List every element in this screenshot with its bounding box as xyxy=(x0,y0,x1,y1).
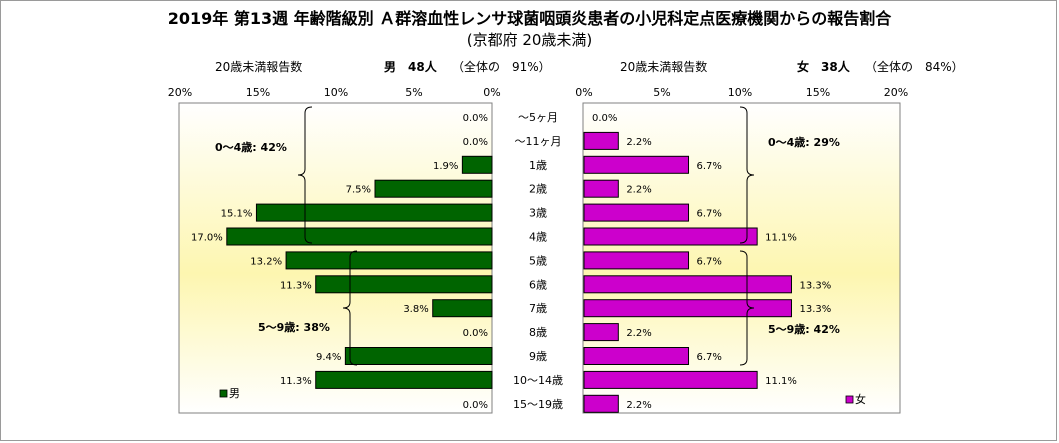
male-bar xyxy=(344,347,493,365)
chart-title: 2019年 第13週 年齢階級別 Ａ群溶血性レンサ球菌咽頭炎患者の小児科定点医療… xyxy=(167,9,892,28)
category-label: 4歳 xyxy=(529,231,547,244)
female-bar xyxy=(583,299,792,318)
male-group-5-9-label: 5～9歳: 38% xyxy=(258,320,330,334)
x-tick-label-right: 10% xyxy=(728,86,752,99)
female-brace-5-9 xyxy=(739,250,755,366)
male-value-label: 11.3% xyxy=(280,376,312,387)
x-tick-label-left: 10% xyxy=(324,86,348,99)
male-bar xyxy=(315,370,493,389)
female-value-label: 2.2% xyxy=(626,185,651,196)
female-value-label: 11.1% xyxy=(765,233,797,244)
x-tick-label-right: 5% xyxy=(653,86,670,99)
male-bar xyxy=(255,203,493,222)
male-value-label: 7.5% xyxy=(346,185,371,196)
x-tick-label-right: 20% xyxy=(884,86,908,99)
chart-subtitle: (京都府 20歳未満) xyxy=(466,31,593,49)
category-label: 3歳 xyxy=(529,207,547,220)
category-label: 9歳 xyxy=(529,350,547,363)
female-bar xyxy=(583,323,619,342)
male-bar xyxy=(374,179,493,198)
category-label: 1歳 xyxy=(529,159,547,172)
male-value-label: 13.2% xyxy=(250,256,282,267)
category-label: 6歳 xyxy=(529,278,547,291)
male-bar xyxy=(315,275,493,294)
male-value-label: 1.9% xyxy=(433,161,458,172)
female-value-label: 2.2% xyxy=(626,400,651,411)
legend-label-male: 男 xyxy=(229,387,240,400)
male-value-label: 0.0% xyxy=(463,137,488,148)
male-bar xyxy=(432,299,493,318)
female-value-label: 2.2% xyxy=(626,137,651,148)
left-header-ratio: （全体の 91%） xyxy=(452,60,551,74)
male-bar xyxy=(285,251,493,270)
right-header-caption: 20歳未満報告数 xyxy=(620,60,708,74)
category-label: 8歳 xyxy=(529,326,547,339)
male-brace-5-9 xyxy=(342,250,358,366)
left-header-count: 男 48人 xyxy=(384,58,437,75)
male-value-label: 0.0% xyxy=(463,328,488,339)
female-value-label: 6.7% xyxy=(697,161,722,172)
female-value-label: 6.7% xyxy=(697,256,722,267)
right-header-count-text: 女 38人 xyxy=(797,60,850,74)
category-label: ～5ヶ月 xyxy=(518,111,558,124)
male-value-label: 0.0% xyxy=(463,400,488,411)
female-brace-0-4 xyxy=(739,106,755,244)
female-bar xyxy=(583,227,758,246)
male-value-label: 9.4% xyxy=(316,352,341,363)
x-tick-label-left: 15% xyxy=(246,86,270,99)
left-header-caption: 20歳未満報告数 xyxy=(215,60,303,74)
x-tick-label-right: 0% xyxy=(575,86,592,99)
female-bar xyxy=(583,251,690,270)
category-label: 7歳 xyxy=(529,302,547,315)
category-label: 5歳 xyxy=(529,254,547,267)
male-value-label: 0.0% xyxy=(463,113,488,124)
male-value-label: 17.0% xyxy=(191,233,223,244)
female-value-label: 0.0% xyxy=(592,113,617,124)
category-label: 2歳 xyxy=(529,183,547,196)
x-tick-label-right: 15% xyxy=(806,86,830,99)
legend-swatch-male xyxy=(219,389,228,398)
female-value-label: 6.7% xyxy=(697,352,722,363)
female-bar xyxy=(583,179,619,198)
male-bar xyxy=(226,227,493,246)
legend-swatch-female xyxy=(845,395,854,404)
male-bar xyxy=(461,155,493,174)
male-value-label: 11.3% xyxy=(280,280,312,291)
female-value-label: 2.2% xyxy=(626,328,651,339)
right-header-count: 女 38人 xyxy=(797,58,850,75)
category-label: ～11ヶ月 xyxy=(515,135,562,148)
x-tick-label-left: 0% xyxy=(483,86,500,99)
category-label: 10～14歳 xyxy=(513,374,563,387)
female-value-label: 13.3% xyxy=(799,280,831,291)
female-value-label: 13.3% xyxy=(799,304,831,315)
female-bar xyxy=(583,347,690,365)
female-group-5-9-label: 5～9歳: 42% xyxy=(768,322,840,336)
male-value-label: 15.1% xyxy=(221,209,253,220)
male-brace-0-4 xyxy=(297,106,313,244)
female-group-0-4-label: 0～4歳: 29% xyxy=(768,135,840,149)
category-label: 15～19歳 xyxy=(513,398,563,411)
female-bar xyxy=(583,370,758,389)
male-group-0-4-label: 0～4歳: 42% xyxy=(215,140,287,154)
male-value-label: 3.8% xyxy=(403,304,428,315)
right-header-ratio: （全体の 84%） xyxy=(865,60,964,74)
x-tick-label-left: 5% xyxy=(405,86,422,99)
x-tick-label-left: 20% xyxy=(168,86,192,99)
left-header-count-text: 男 48人 xyxy=(384,60,437,74)
female-bar xyxy=(583,394,619,413)
legend-label-female: 女 xyxy=(855,392,866,406)
female-bar xyxy=(583,131,619,150)
female-bar xyxy=(583,275,792,294)
female-value-label: 11.1% xyxy=(765,376,797,387)
female-bar xyxy=(583,155,690,174)
female-value-label: 6.7% xyxy=(697,209,722,220)
female-bar xyxy=(583,203,690,222)
